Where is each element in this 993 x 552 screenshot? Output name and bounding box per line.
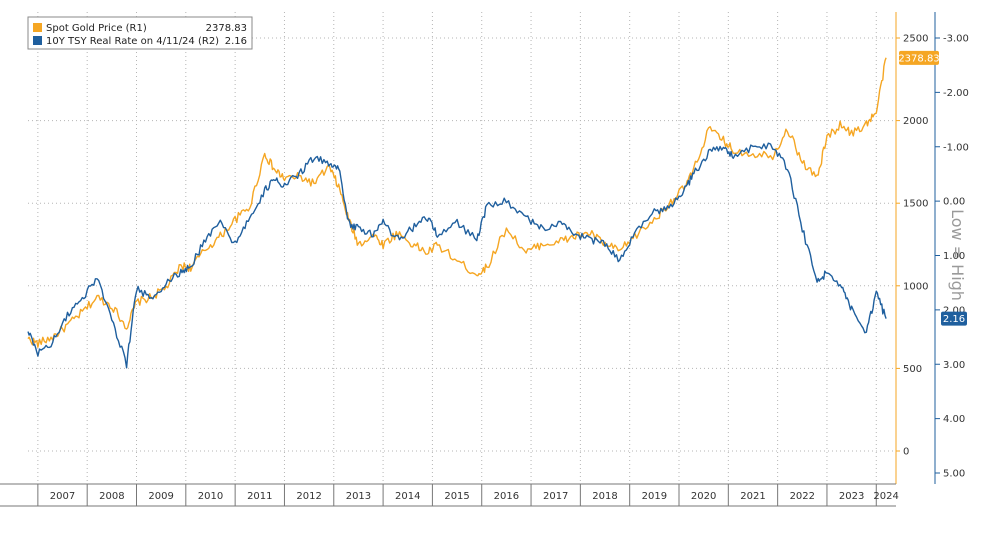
x-tick-label: 2011 [247, 491, 272, 502]
x-tick-label: 2021 [740, 491, 765, 502]
gold-last-value-label: 2378.83 [898, 53, 939, 64]
x-tick-label: 2023 [839, 491, 864, 502]
x-tick-label: 2009 [148, 491, 173, 502]
chart: 2007 2008 2009 2010 2011 2012 2013 2014 2015 2016… [0, 0, 993, 552]
x-tick-label: 2018 [592, 491, 617, 502]
right-tick-label: 0.00 [943, 197, 965, 208]
right-tick-label: 4.00 [943, 414, 965, 425]
real-rate-last-value-label: 2.16 [943, 314, 965, 325]
x-tick-label: 2019 [642, 491, 667, 502]
x-tick-label: 2012 [296, 491, 321, 502]
right-tick-label: -1.00 [943, 142, 969, 153]
legend: Spot Gold Price (R1) 2378.83 10Y TSY Rea… [28, 17, 252, 49]
legend-swatch-gold [33, 23, 42, 32]
left-tick-label: 1000 [903, 281, 928, 292]
legend-swatch-real-rate [33, 36, 42, 45]
chart-background [0, 0, 993, 552]
x-tick-label: 2013 [346, 491, 371, 502]
x-tick-label: 2010 [198, 491, 223, 502]
x-tick-label: 2015 [444, 491, 469, 502]
x-tick-label: 2016 [494, 491, 519, 502]
x-tick-label: 2022 [790, 491, 815, 502]
left-tick-label: 1500 [903, 199, 928, 210]
legend-label-gold: Spot Gold Price (R1) [46, 23, 147, 34]
left-tick-label: 2500 [903, 34, 928, 45]
x-tick-label: 2017 [543, 491, 568, 502]
right-tick-label: 5.00 [943, 469, 965, 480]
x-tick-label: 2020 [691, 491, 716, 502]
right-tick-label: 3.00 [943, 360, 965, 371]
right-axis-note: Low = High [948, 209, 967, 301]
left-tick-label: 500 [903, 364, 922, 375]
left-tick-label: 0 [903, 447, 909, 458]
right-tick-label: -2.00 [943, 88, 969, 99]
legend-label-real-rate: 10Y TSY Real Rate on 4/11/24 (R2) [46, 36, 219, 47]
left-tick-label: 2000 [903, 116, 928, 127]
right-tick-label: -3.00 [943, 34, 969, 45]
legend-value-gold: 2378.83 [206, 23, 247, 34]
legend-value-real-rate: 2.16 [225, 36, 247, 47]
x-tick-label: 2014 [395, 491, 420, 502]
x-tick-label: 2024 [873, 491, 898, 502]
x-tick-label: 2007 [50, 491, 75, 502]
x-tick-label: 2008 [99, 491, 124, 502]
